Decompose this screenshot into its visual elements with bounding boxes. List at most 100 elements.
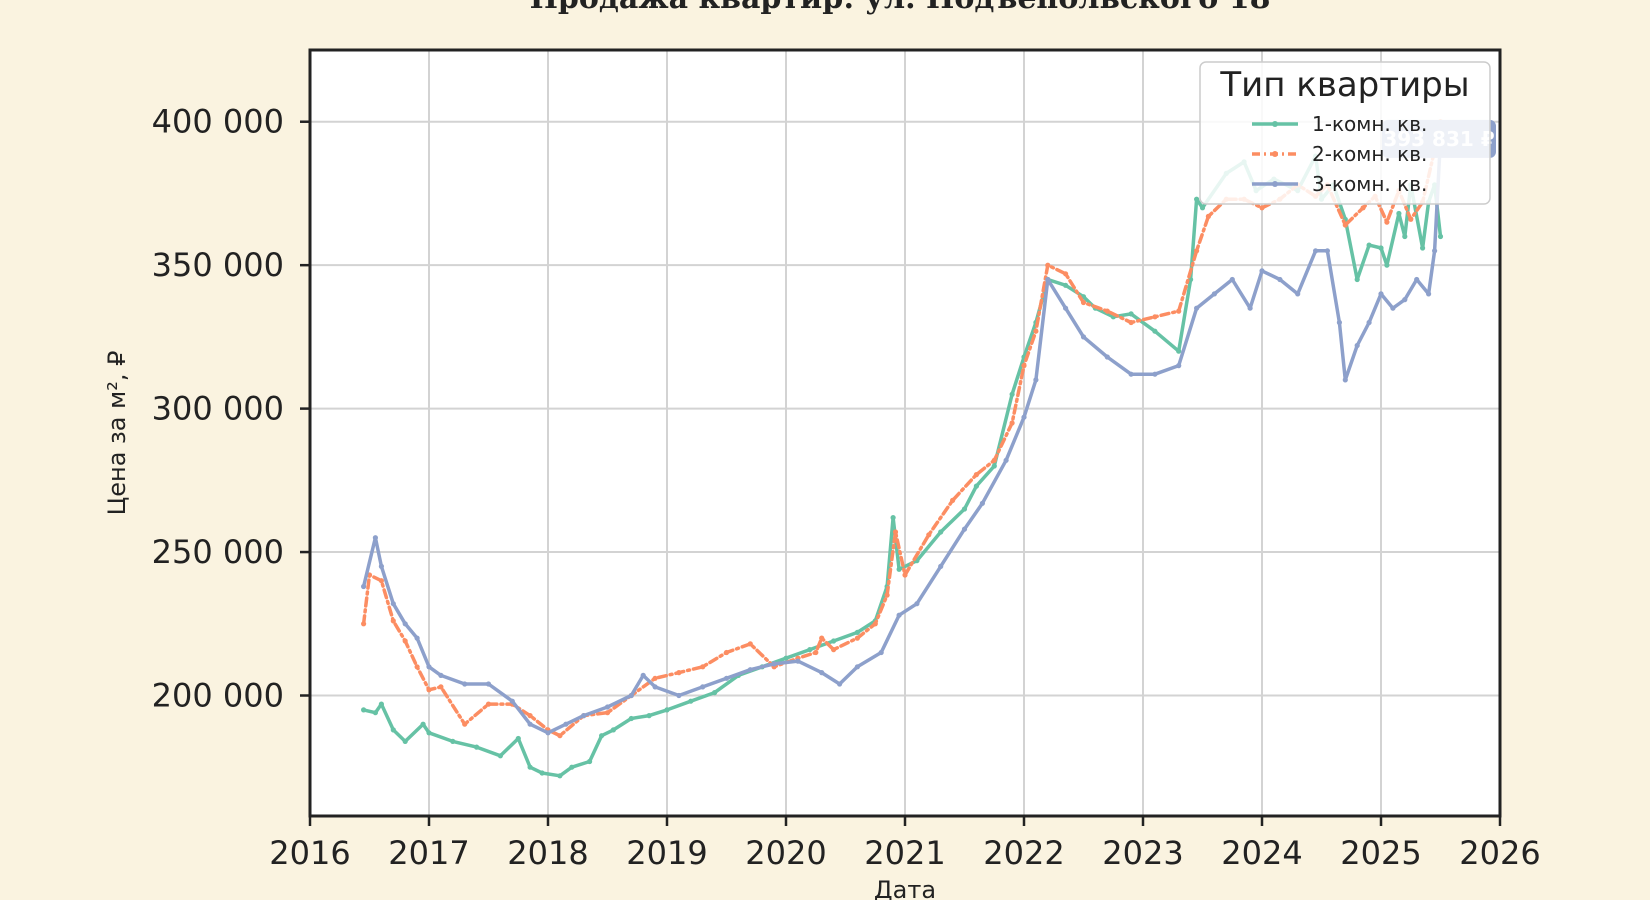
data-point bbox=[878, 649, 884, 656]
data-point bbox=[515, 735, 521, 742]
data-point bbox=[1021, 363, 1027, 369]
data-point bbox=[1259, 268, 1265, 274]
legend-marker bbox=[1272, 121, 1278, 127]
data-point bbox=[1128, 371, 1134, 377]
data-point bbox=[372, 710, 378, 716]
data-point bbox=[747, 641, 753, 647]
data-point bbox=[723, 649, 730, 656]
data-point bbox=[390, 727, 396, 733]
data-point bbox=[372, 535, 378, 541]
data-point bbox=[485, 681, 492, 687]
data-point bbox=[1313, 248, 1319, 254]
data-point bbox=[783, 655, 789, 661]
data-point bbox=[961, 506, 968, 512]
data-point bbox=[831, 638, 837, 644]
data-point bbox=[1176, 363, 1182, 369]
data-point bbox=[1229, 276, 1235, 283]
data-point bbox=[438, 684, 444, 690]
data-point bbox=[485, 701, 492, 707]
data-point bbox=[1324, 248, 1330, 254]
data-point bbox=[664, 707, 670, 713]
data-point bbox=[1176, 308, 1182, 314]
data-point bbox=[973, 472, 980, 478]
data-point bbox=[1152, 314, 1158, 320]
data-point bbox=[390, 618, 396, 624]
x-tick-label: 2018 bbox=[507, 834, 588, 872]
data-point bbox=[462, 721, 468, 727]
x-axis-label: Дата bbox=[874, 876, 936, 900]
data-point bbox=[1360, 205, 1366, 211]
data-point bbox=[378, 701, 384, 707]
data-point bbox=[402, 638, 408, 644]
x-axis: 2016 2017 2018 2019 2020 2021 2022 2023 2024 2025… bbox=[269, 816, 1541, 872]
x-tick-label: 2017 bbox=[388, 834, 469, 872]
data-point bbox=[854, 629, 861, 636]
legend-marker bbox=[1272, 151, 1278, 157]
x-tick-label: 2016 bbox=[269, 834, 350, 872]
data-point bbox=[557, 773, 563, 779]
x-tick-label: 2020 bbox=[745, 834, 826, 872]
x-tick-label: 2025 bbox=[1340, 834, 1421, 872]
data-point bbox=[527, 764, 533, 770]
data-point bbox=[652, 684, 658, 690]
legend-box bbox=[1199, 61, 1491, 205]
data-point bbox=[819, 635, 825, 641]
data-point bbox=[569, 764, 575, 770]
data-point bbox=[361, 583, 367, 590]
data-point bbox=[896, 566, 902, 572]
data-point bbox=[604, 704, 611, 710]
x-tick-label: 2023 bbox=[1102, 834, 1183, 872]
data-point bbox=[1384, 219, 1390, 225]
data-point bbox=[1432, 248, 1438, 254]
data-point bbox=[1033, 377, 1039, 383]
data-point bbox=[563, 721, 569, 727]
data-point bbox=[1437, 233, 1444, 240]
data-point bbox=[527, 713, 533, 719]
data-point bbox=[1194, 248, 1200, 254]
data-point bbox=[646, 713, 652, 719]
data-point bbox=[676, 692, 682, 699]
data-point bbox=[402, 621, 408, 627]
x-tick-label: 2019 bbox=[626, 834, 707, 872]
data-point bbox=[361, 707, 367, 713]
data-point bbox=[1063, 271, 1069, 277]
y-tick-label: 200 000 bbox=[152, 677, 284, 715]
x-tick-label: 2022 bbox=[983, 834, 1064, 872]
data-point bbox=[640, 672, 646, 679]
data-point bbox=[1045, 262, 1051, 268]
data-point bbox=[813, 649, 819, 656]
data-point bbox=[1009, 391, 1015, 397]
data-point bbox=[1402, 233, 1408, 240]
data-point bbox=[1104, 308, 1110, 314]
data-point bbox=[1342, 222, 1348, 228]
data-point bbox=[1104, 354, 1110, 360]
data-point bbox=[854, 664, 861, 670]
data-point bbox=[991, 463, 997, 469]
data-point bbox=[587, 758, 593, 765]
data-point bbox=[950, 497, 956, 503]
x-tick-label: 2026 bbox=[1459, 834, 1540, 872]
data-point bbox=[1045, 276, 1051, 283]
data-point bbox=[390, 601, 396, 607]
data-point bbox=[1396, 210, 1402, 217]
data-point bbox=[700, 684, 706, 690]
data-point bbox=[991, 457, 997, 463]
data-point bbox=[497, 753, 503, 759]
data-point bbox=[914, 601, 920, 607]
data-point bbox=[890, 515, 896, 521]
series-line bbox=[361, 137, 1443, 735]
data-point bbox=[1295, 291, 1301, 297]
data-point bbox=[599, 733, 605, 739]
data-point bbox=[545, 730, 551, 736]
chart-title: Продажа квартир: ул. Подъепольского 18 bbox=[530, 0, 1271, 16]
data-point bbox=[1426, 291, 1432, 297]
data-point bbox=[795, 658, 801, 664]
data-point bbox=[581, 713, 587, 719]
legend-item-label: 1-комн. кв. bbox=[1312, 112, 1427, 136]
data-point bbox=[610, 727, 617, 733]
data-point bbox=[426, 730, 432, 736]
y-tick-label: 250 000 bbox=[152, 533, 284, 571]
legend-title: Тип квартиры bbox=[1219, 65, 1469, 105]
data-point bbox=[1194, 196, 1200, 202]
x-tick-label: 2024 bbox=[1221, 834, 1302, 872]
